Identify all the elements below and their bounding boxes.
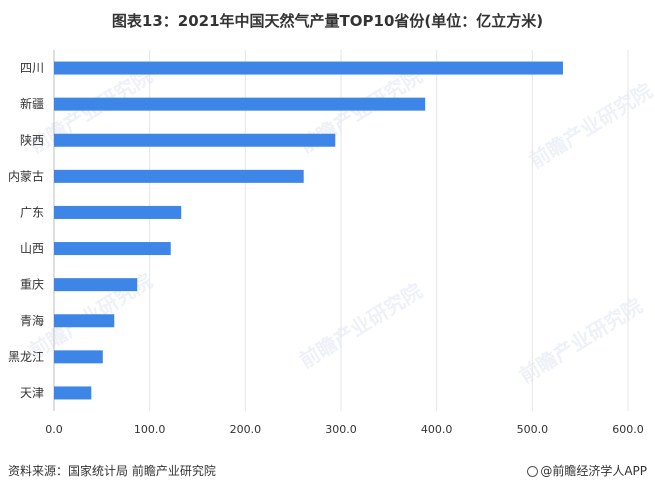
category-label: 新疆 bbox=[20, 96, 44, 111]
bar bbox=[54, 242, 171, 256]
bar bbox=[54, 97, 426, 111]
x-tick-label: 200.0 bbox=[230, 423, 262, 436]
x-tick-label: 0.0 bbox=[45, 423, 63, 436]
brand-credit: @前瞻经济学人APP bbox=[527, 462, 647, 479]
category-label: 内蒙古 bbox=[8, 168, 44, 183]
category-label: 广东 bbox=[20, 205, 44, 219]
bar bbox=[54, 205, 182, 219]
bar bbox=[54, 386, 92, 400]
category-label: 青海 bbox=[20, 313, 44, 328]
bar bbox=[54, 278, 138, 292]
x-tick-label: 400.0 bbox=[421, 423, 453, 436]
brand-text: @前瞻经济学人APP bbox=[540, 464, 647, 478]
chart-title: 图表13：2021年中国天然气产量TOP10省份(单位：亿立方米) bbox=[111, 12, 544, 30]
brand-logo-icon bbox=[527, 466, 539, 477]
bar bbox=[54, 314, 115, 328]
bar bbox=[54, 133, 336, 147]
category-label: 陕西 bbox=[20, 132, 44, 147]
x-tick-label: 300.0 bbox=[325, 423, 357, 436]
category-label: 山西 bbox=[20, 242, 44, 256]
bar bbox=[54, 350, 103, 364]
category-label: 天津 bbox=[20, 386, 44, 400]
category-label: 重庆 bbox=[20, 278, 44, 292]
category-label: 四川 bbox=[20, 61, 44, 75]
x-tick-label: 100.0 bbox=[134, 423, 166, 436]
bar bbox=[54, 169, 304, 183]
x-tick-label: 600.0 bbox=[612, 423, 644, 436]
bar bbox=[54, 61, 563, 75]
x-tick-label: 500.0 bbox=[517, 423, 549, 436]
category-label: 黑龙江 bbox=[8, 350, 44, 364]
source-note: 资料来源：国家统计局 前瞻产业研究院 bbox=[8, 464, 216, 478]
